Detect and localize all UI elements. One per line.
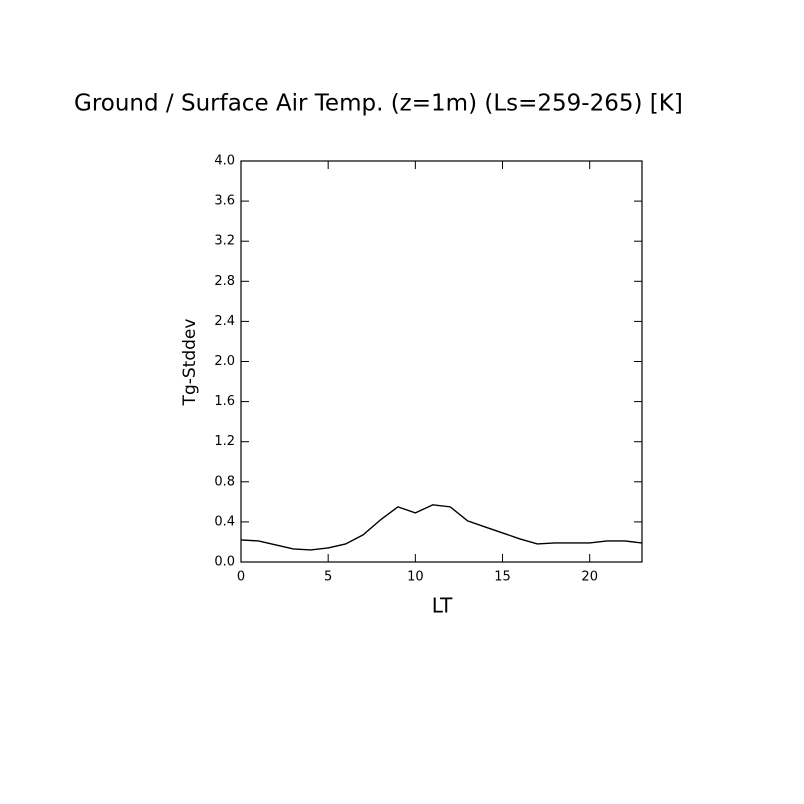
y-tick-label: 3.2	[214, 234, 235, 249]
x-tick-label: 5	[324, 570, 332, 585]
y-tick-label: 0.4	[214, 514, 235, 529]
y-axis-label: Tg-Stddev	[180, 319, 200, 407]
y-tick-label: 3.6	[214, 194, 235, 209]
y-tick-label: 1.6	[214, 394, 235, 409]
x-tick-label: 20	[581, 570, 598, 585]
y-tick-label: 2.0	[214, 354, 235, 369]
y-tick-label: 2.8	[214, 274, 235, 289]
chart-title: Ground / Surface Air Temp. (z=1m) (Ls=25…	[74, 91, 683, 117]
x-tick-label: 10	[407, 570, 424, 585]
y-tick-label: 2.4	[214, 314, 235, 329]
x-axis-label: LT	[432, 594, 453, 618]
y-tick-label: 0.0	[214, 555, 235, 570]
y-tick-label: 1.2	[214, 434, 235, 449]
x-tick-label: 0	[237, 570, 245, 585]
y-tick-label: 0.8	[214, 474, 235, 489]
x-tick-label: 15	[494, 570, 511, 585]
y-tick-label: 4.0	[214, 154, 235, 169]
data-line	[240, 504, 643, 551]
plot-frame	[240, 160, 643, 563]
